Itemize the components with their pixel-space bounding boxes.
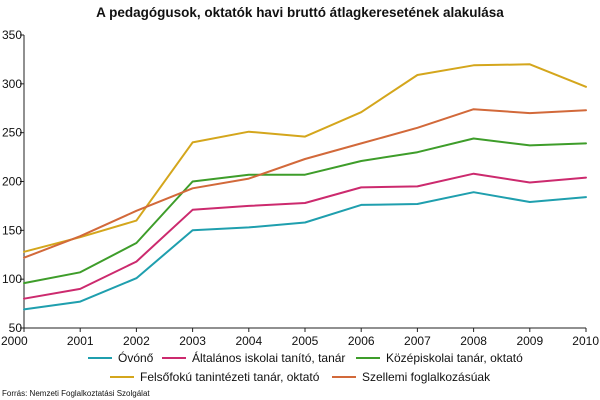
- series-line-1: [23, 191, 587, 311]
- series-line-4: [23, 63, 587, 253]
- y-tick-label: 350: [2, 28, 22, 42]
- series-line-5: [23, 108, 587, 259]
- y-tick-label: 150: [2, 223, 22, 237]
- x-tick-label: 2007: [404, 334, 431, 348]
- x-tick-label: 2008: [460, 334, 487, 348]
- x-tick-label: 2010: [572, 334, 599, 348]
- chart-title: A pedagógusok, oktatók havi bruttó átlag…: [96, 5, 504, 20]
- legend-label-2: Általános iskolai tanító, tanár: [192, 350, 345, 365]
- x-tick-label: 2002: [123, 334, 150, 348]
- legend-label-4: Felsőfokú tanintézeti tanár, oktató: [140, 370, 320, 384]
- x-tick-label: 2009: [516, 334, 543, 348]
- chart-series-lines: [23, 63, 587, 311]
- series-line-3: [23, 137, 587, 285]
- series-line-2: [23, 172, 587, 300]
- legend-label-5: Szellemi foglalkozásúak: [362, 370, 491, 384]
- x-tick-label: 2006: [348, 334, 375, 348]
- chart-axes: 50 100 150 200 250 300 350 2000 2001 2002 2003 2004…: [1, 28, 599, 348]
- x-tick-label: 2003: [179, 334, 206, 348]
- x-tick-label: 2005: [292, 334, 319, 348]
- legend-label-1: Óvónő: [118, 350, 154, 365]
- source-note: Forrás: Nemzeti Foglalkoztatási Szolgála…: [2, 389, 150, 398]
- x-tick-label: 2000: [1, 334, 28, 348]
- x-tick-label: 2004: [235, 334, 262, 348]
- y-tick-label: 300: [2, 77, 22, 91]
- legend-label-3: Középiskolai tanár, oktató: [386, 351, 523, 365]
- y-tick-label: 250: [2, 126, 22, 140]
- x-tick-label: 2001: [67, 334, 94, 348]
- y-tick-label: 200: [2, 175, 22, 189]
- y-tick-label: 50: [9, 321, 23, 335]
- y-tick-label: 100: [2, 272, 22, 286]
- chart-legend: Óvónő Általános iskolai tanító, tanár Közé…: [88, 350, 523, 384]
